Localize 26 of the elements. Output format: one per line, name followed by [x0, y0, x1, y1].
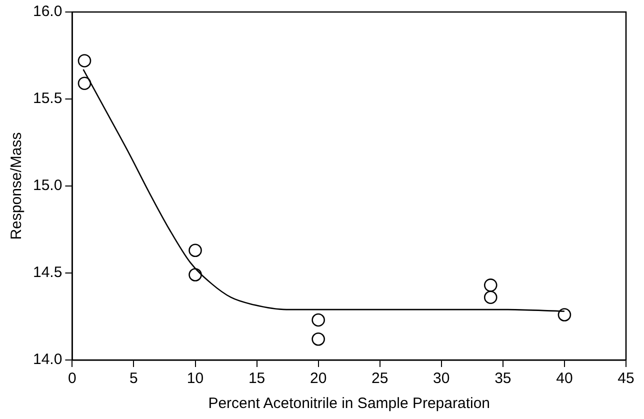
- x-tick-label: 35: [494, 370, 512, 388]
- x-tick-label: 30: [433, 370, 450, 388]
- point: [312, 332, 325, 346]
- x-tick-label: 0: [68, 370, 76, 388]
- point: [484, 278, 498, 292]
- x-axis-title: Percent Acetonitrile in Sample Preparation: [208, 395, 490, 412]
- y-axis-title: Response/Mass: [8, 132, 26, 240]
- x-tick-label: 25: [372, 370, 388, 388]
- y-tick-label: 14.5: [32, 264, 62, 282]
- point: [78, 76, 92, 90]
- point: [188, 244, 202, 258]
- point: [558, 308, 572, 322]
- x-tick-label: 5: [130, 370, 138, 388]
- x-tick-label: 15: [248, 370, 266, 388]
- x-tick-label: 20: [310, 370, 327, 388]
- x-tick-label: 45: [618, 370, 634, 388]
- point: [78, 54, 92, 68]
- point: [188, 268, 202, 282]
- y-tick-label: 14.0: [32, 351, 62, 368]
- y-tick-label: 15.0: [32, 177, 62, 194]
- point: [484, 290, 498, 304]
- y-tick-label: 15.5: [32, 90, 62, 108]
- x-tick-label: 10: [186, 370, 204, 388]
- x-tick-label: 40: [556, 370, 573, 388]
- point: [312, 313, 325, 327]
- y-tick-label: 16.0: [32, 3, 62, 20]
